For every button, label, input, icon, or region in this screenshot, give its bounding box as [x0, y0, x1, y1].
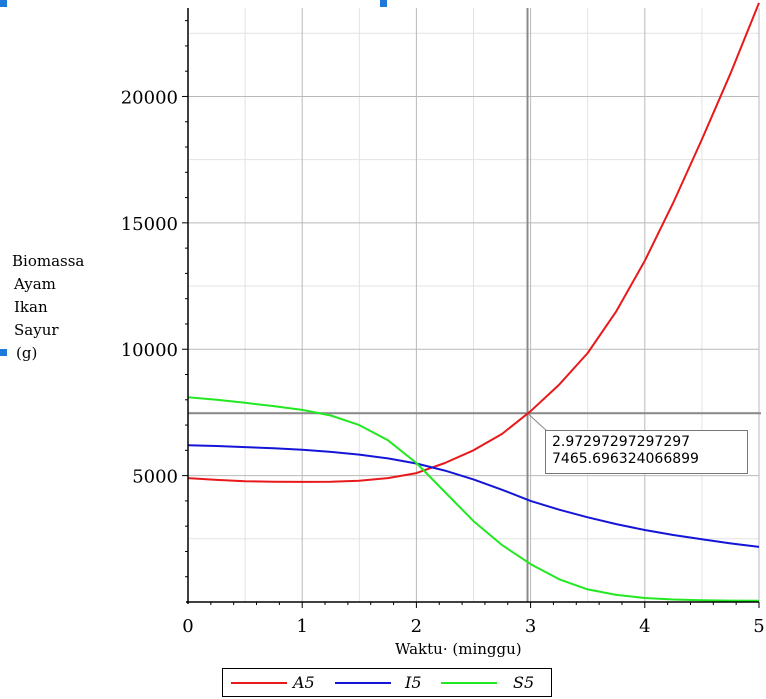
series-line-i5	[187, 444, 760, 548]
probe-crosshair	[188, 8, 761, 602]
series-layer	[187, 2, 760, 602]
legend-label-s5: S5	[513, 673, 535, 692]
y-label-line: (g)	[16, 344, 38, 362]
y-label-line: Ikan	[14, 298, 48, 316]
x-tick-label: 3	[525, 616, 536, 637]
x-tick-label: 0	[182, 616, 193, 637]
x-tick-label: 5	[753, 616, 764, 637]
selection-handle-top-mid[interactable]	[380, 0, 387, 7]
series-line-s5	[187, 396, 760, 602]
legend-label-i5: I5	[405, 673, 422, 692]
probe-y-value: 7465.696324066899	[552, 451, 699, 467]
legend-swatch-s5	[441, 682, 497, 684]
y-tick-label: 10000	[121, 340, 178, 361]
tick-labels: 0 1 2 3 4 5 5000 10000 15000 20000	[121, 87, 765, 637]
x-tick-label: 4	[639, 616, 650, 637]
x-tick-label: 1	[296, 616, 307, 637]
series-line-a5	[187, 2, 760, 483]
selection-handle-left-mid[interactable]	[0, 349, 7, 356]
major-grid	[188, 8, 760, 602]
x-tick-label: 2	[411, 616, 422, 637]
y-tick-label: 5000	[132, 467, 178, 488]
probe-x-value: 2.97297297297297	[552, 434, 691, 450]
probe-leader-line	[527, 412, 549, 433]
probe-readout: 2.97297297297297 7465.696324066899	[545, 430, 748, 474]
legend-swatch-a5	[231, 682, 287, 684]
y-tick-label: 15000	[121, 214, 178, 235]
y-label-line: Sayur	[14, 321, 59, 339]
y-label-line: Biomassa	[12, 252, 85, 270]
legend: A5 I5 S5	[222, 668, 552, 697]
selection-handle-top-left[interactable]	[0, 0, 7, 7]
legend-label-a5: A5	[293, 673, 315, 692]
y-axis-label: Biomassa Ayam Ikan Sayur (g)	[12, 250, 84, 365]
legend-swatch-i5	[335, 682, 391, 684]
y-tick-label: 20000	[121, 87, 178, 108]
axes-layer	[182, 8, 760, 608]
x-axis-label: Waktu· (minggu)	[395, 640, 522, 658]
y-label-line: Ayam	[14, 275, 56, 293]
minor-grid	[188, 8, 759, 602]
